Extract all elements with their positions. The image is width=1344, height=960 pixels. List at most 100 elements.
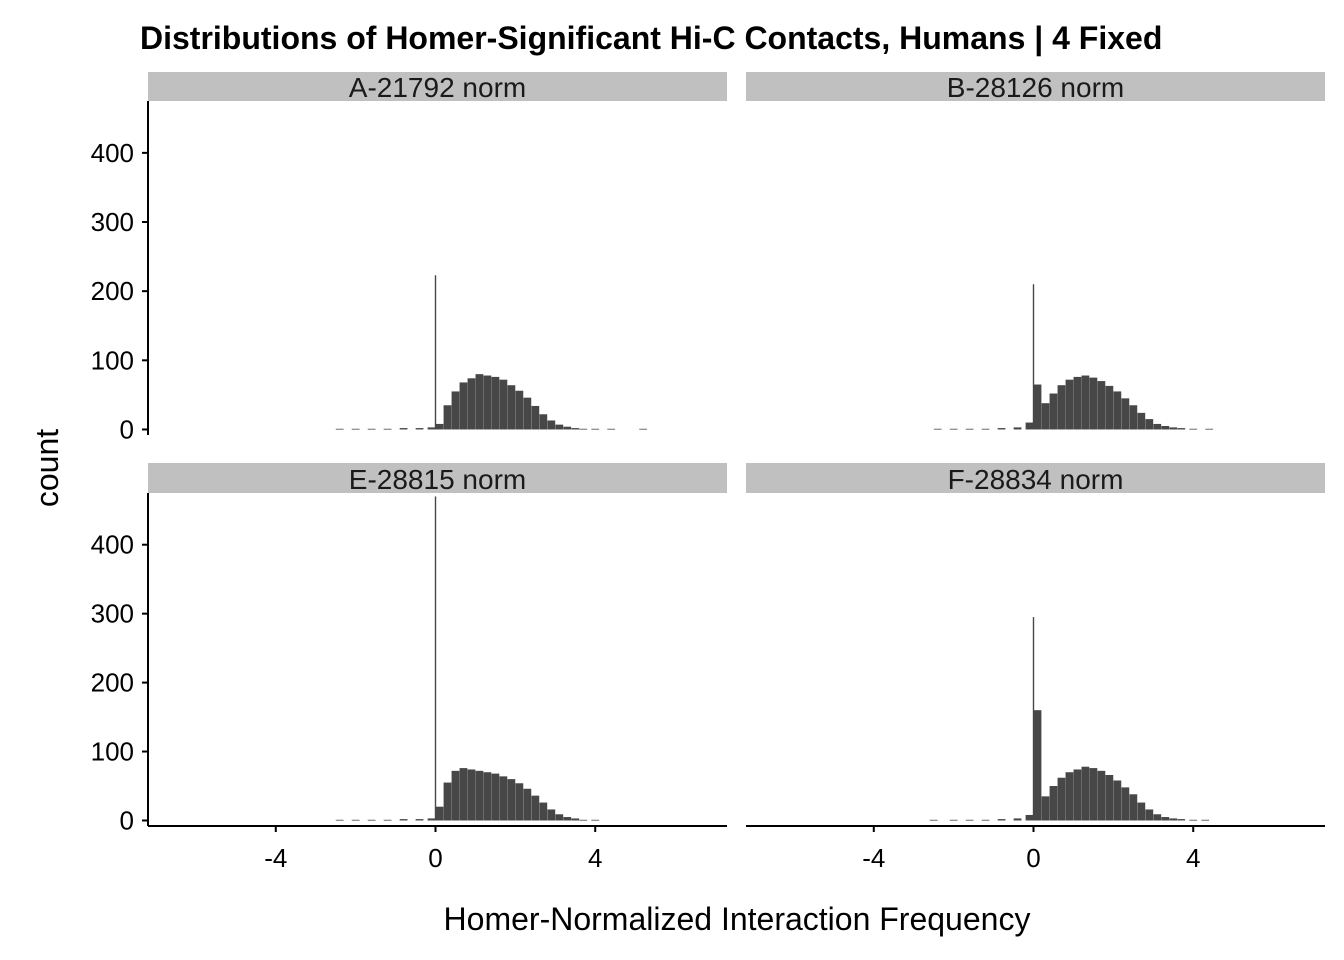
histogram-bar bbox=[515, 783, 524, 821]
histogram-bar bbox=[1145, 419, 1154, 430]
facet-panel: B-28126 norm bbox=[746, 72, 1325, 430]
histogram-bar bbox=[1201, 819, 1210, 821]
facet-strip-label: F-28834 norm bbox=[948, 464, 1124, 495]
histogram-bar bbox=[981, 819, 990, 821]
chart-title: Distributions of Homer-Significant Hi-C … bbox=[140, 20, 1162, 56]
histogram-bar bbox=[399, 819, 408, 821]
histogram-bar bbox=[383, 428, 392, 430]
histogram-bar bbox=[483, 772, 492, 821]
histogram-bar bbox=[997, 819, 1006, 821]
x-tick-label: 0 bbox=[1026, 843, 1040, 873]
histogram-bar bbox=[1169, 427, 1178, 430]
histogram-bar bbox=[1049, 393, 1058, 430]
histogram-bar bbox=[1073, 376, 1082, 430]
histogram-bar bbox=[499, 379, 508, 430]
histogram-bar bbox=[1105, 385, 1114, 430]
histogram-bar bbox=[531, 795, 540, 821]
histogram-bar bbox=[491, 773, 500, 821]
histogram-bar bbox=[981, 428, 990, 430]
histogram-bar bbox=[1137, 802, 1146, 821]
facet-strip bbox=[746, 463, 1325, 493]
histogram-bar bbox=[451, 770, 460, 821]
histogram-bar bbox=[475, 374, 484, 430]
histogram-bar bbox=[1137, 412, 1146, 430]
histogram-bar bbox=[933, 428, 942, 430]
histogram-bar bbox=[415, 819, 424, 821]
histogram-bar bbox=[571, 818, 580, 821]
histogram-bar bbox=[539, 802, 548, 821]
histogram-bar bbox=[427, 818, 436, 821]
histogram-bar bbox=[1153, 814, 1162, 821]
histogram-bar bbox=[367, 819, 376, 821]
y-tick-label: 400 bbox=[91, 138, 134, 168]
histogram-bar bbox=[1105, 774, 1114, 821]
histogram-bar bbox=[1081, 375, 1090, 430]
histogram-bar bbox=[459, 768, 468, 821]
histogram-bar bbox=[1121, 787, 1130, 821]
facet-strip-label: B-28126 norm bbox=[947, 72, 1124, 103]
histogram-bar bbox=[351, 819, 360, 821]
histogram-bar bbox=[563, 817, 572, 821]
histogram-bar bbox=[591, 428, 600, 430]
histogram-bar bbox=[555, 424, 564, 430]
histogram-bar bbox=[1129, 794, 1138, 821]
histogram-bar bbox=[547, 809, 556, 821]
y-tick-label: 0 bbox=[120, 414, 134, 444]
histogram-bar bbox=[1177, 819, 1186, 821]
facet-strip-label: E-28815 norm bbox=[349, 464, 526, 495]
y-tick-label: 100 bbox=[91, 345, 134, 375]
histogram-bar bbox=[459, 382, 468, 430]
histogram-bar bbox=[1041, 796, 1050, 821]
facet-panel: A-21792 norm 0 100 200 300 400 bbox=[91, 72, 727, 444]
facet-strip bbox=[746, 72, 1325, 101]
histogram-bar bbox=[555, 814, 564, 821]
histogram-bar bbox=[1177, 428, 1186, 430]
histogram-bar bbox=[475, 770, 484, 821]
histogram-bar bbox=[1129, 405, 1138, 430]
histogram-bar bbox=[483, 375, 492, 430]
histogram-bar bbox=[507, 779, 516, 821]
histogram-bar bbox=[547, 420, 556, 430]
histogram-bar bbox=[1089, 377, 1098, 430]
histogram-bar bbox=[639, 428, 648, 430]
histogram-bar bbox=[351, 428, 360, 430]
histogram-bar bbox=[531, 405, 540, 430]
histogram-bar bbox=[1049, 786, 1058, 821]
histogram-bar bbox=[1013, 818, 1022, 821]
histogram-bar bbox=[579, 428, 588, 430]
histogram-bar bbox=[607, 428, 616, 430]
histogram-bar bbox=[515, 390, 524, 430]
histogram-bar bbox=[1121, 398, 1130, 430]
x-tick-label: 4 bbox=[588, 843, 602, 873]
histogram-bar bbox=[415, 428, 424, 430]
histogram-bar bbox=[427, 427, 436, 430]
histogram-bar bbox=[399, 428, 408, 430]
y-tick-label: 300 bbox=[91, 207, 134, 237]
histogram-bar bbox=[451, 391, 460, 430]
histogram-bar bbox=[435, 423, 444, 430]
x-tick-label: 0 bbox=[428, 843, 442, 873]
histogram-bar bbox=[997, 428, 1006, 430]
y-tick-label: 100 bbox=[91, 737, 134, 767]
facet-strip bbox=[148, 72, 727, 101]
histogram-bar bbox=[507, 385, 516, 430]
histogram-bar bbox=[1089, 768, 1098, 821]
histogram-bar bbox=[539, 414, 548, 430]
histogram-bar bbox=[1189, 428, 1198, 430]
histogram-bar bbox=[1041, 403, 1050, 430]
histogram-bar bbox=[335, 819, 344, 821]
histogram-bar bbox=[1169, 818, 1178, 821]
y-tick-label: 300 bbox=[91, 599, 134, 629]
x-tick-label: -4 bbox=[264, 843, 287, 873]
x-tick-label: 4 bbox=[1186, 843, 1200, 873]
facet-panel: F-28834 norm -4 0 4 bbox=[746, 463, 1325, 873]
histogram-bar bbox=[1145, 809, 1154, 821]
histogram-bar bbox=[571, 428, 580, 430]
x-axis-title: Homer-Normalized Interaction Frequency bbox=[444, 901, 1031, 937]
histogram-bar bbox=[335, 428, 344, 430]
histogram-bar bbox=[949, 428, 958, 430]
histogram-bar bbox=[1025, 422, 1034, 430]
histogram-bar bbox=[965, 819, 974, 821]
histogram-bar bbox=[1189, 819, 1198, 821]
